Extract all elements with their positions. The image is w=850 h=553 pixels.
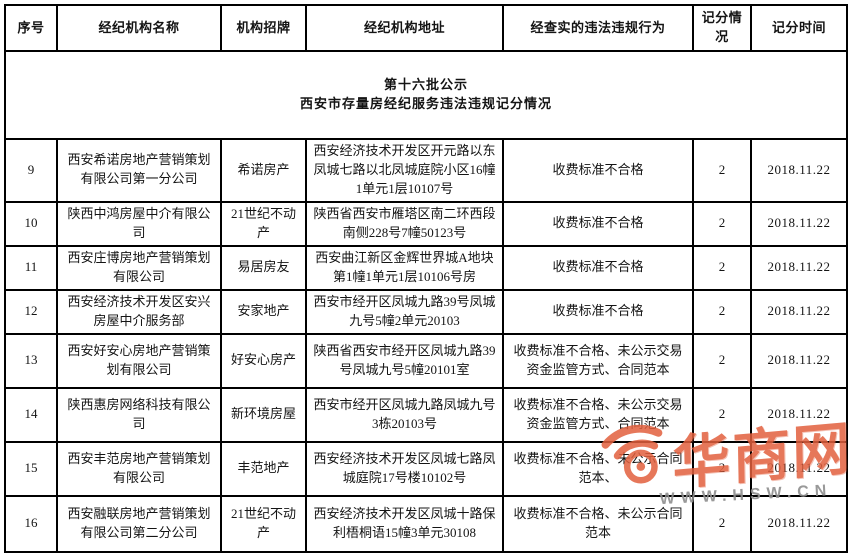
cell-agency-name: 西安丰范房地产营销策划有限公司 [56, 440, 222, 497]
table-row: 16 西安融联房地产营销策划有限公司第二分公司 21世纪不动产 西安经济技术开发… [4, 494, 848, 553]
cell-agency-name: 西安融联房地产营销策划有限公司第二分公司 [56, 494, 222, 553]
cell-violation: 收费标准不合格 [502, 288, 694, 335]
col-header-agency-name: 经纪机构名称 [56, 4, 222, 52]
col-header-address: 经纪机构地址 [305, 4, 504, 52]
cell-brand: 好安心房产 [220, 332, 307, 389]
cell-violation: 收费标准不合格、未公示合同范本 [502, 494, 694, 553]
cell-agency-name: 西安经济技术开发区安兴房屋中介服务部 [56, 288, 222, 335]
violations-table: 第十六批公示 西安市存量房经纪服务违法违规记分情况 序号 经纪机构名称 机构招牌… [4, 4, 848, 553]
cell-date: 2018.11.22 [750, 332, 848, 389]
cell-score: 2 [692, 244, 752, 291]
cell-address: 西安经济技术开发区凤城十路保利梧桐语15幢3单元30108 [305, 494, 504, 553]
cell-agency-name: 陕西中鸿房屋中介有限公司 [56, 200, 222, 247]
cell-address: 西安市经开区凤城九路39号凤城九号5幢2单元20103 [305, 288, 504, 335]
cell-no: 9 [4, 138, 58, 203]
cell-brand: 新环境房屋 [220, 386, 307, 443]
cell-agency-name: 西安庄博房地产营销策划有限公司 [56, 244, 222, 291]
title-line-1: 第十六批公示 [383, 77, 468, 93]
col-header-date: 记分时间 [750, 4, 848, 52]
cell-address: 西安曲江新区金辉世界城A地块第1幢1单元1层10106号房 [305, 244, 504, 291]
cell-address: 西安经济技术开发区开元路以东凤城七路以北凤城庭院小区16幢1单元1层10107号 [305, 138, 504, 203]
cell-brand: 安家地产 [220, 288, 307, 335]
cell-date: 2018.11.22 [750, 200, 848, 247]
title-line-2: 西安市存量房经纪服务违法违规记分情况 [299, 96, 552, 111]
cell-no: 10 [4, 200, 58, 247]
cell-date: 2018.11.22 [750, 440, 848, 497]
cell-address: 西安市经开区凤城九路凤城九号3栋20103号 [305, 386, 504, 443]
cell-violation: 收费标准不合格、未公示合同范本、 [502, 440, 694, 497]
cell-no: 16 [4, 494, 58, 553]
col-header-score: 记分情况 [692, 4, 752, 52]
cell-no: 14 [4, 386, 58, 443]
cell-no: 13 [4, 332, 58, 389]
title-row: 第十六批公示 西安市存量房经纪服务违法违规记分情况 [4, 50, 848, 140]
cell-brand: 丰范地产 [220, 440, 307, 497]
cell-violation: 收费标准不合格、未公示交易资金监管方式、合同范本 [502, 386, 694, 443]
cell-agency-name: 陕西惠房网络科技有限公司 [56, 386, 222, 443]
cell-address: 陕西省西安市经开区凤城九路39号凤城九号5幢20101室 [305, 332, 504, 389]
cell-date: 2018.11.22 [750, 138, 848, 203]
cell-date: 2018.11.22 [750, 288, 848, 335]
table-row: 14 陕西惠房网络科技有限公司 新环境房屋 西安市经开区凤城九路凤城九号3栋20… [4, 386, 848, 443]
col-header-brand: 机构招牌 [220, 4, 307, 52]
table-row: 10 陕西中鸿房屋中介有限公司 21世纪不动产 陕西省西安市雁塔区南二环西段南侧… [4, 200, 848, 247]
cell-agency-name: 西安希诺房地产营销策划有限公司第一分公司 [56, 138, 222, 203]
cell-date: 2018.11.22 [750, 494, 848, 553]
cell-no: 11 [4, 244, 58, 291]
cell-violation: 收费标准不合格 [502, 244, 694, 291]
cell-address: 西安经济技术开发区凤城七路凤城庭院17号楼10102号 [305, 440, 504, 497]
cell-date: 2018.11.22 [750, 244, 848, 291]
cell-date: 2018.11.22 [750, 386, 848, 443]
cell-score: 2 [692, 494, 752, 553]
cell-score: 2 [692, 386, 752, 443]
cell-no: 15 [4, 440, 58, 497]
cell-brand: 21世纪不动产 [220, 200, 307, 247]
cell-violation: 收费标准不合格、未公示交易资金监管方式、合同范本 [502, 332, 694, 389]
cell-score: 2 [692, 332, 752, 389]
cell-address: 陕西省西安市雁塔区南二环西段南侧228号7幢50123号 [305, 200, 504, 247]
cell-score: 2 [692, 440, 752, 497]
cell-brand: 希诺房产 [220, 138, 307, 203]
cell-no: 12 [4, 288, 58, 335]
table-row: 11 西安庄博房地产营销策划有限公司 易居房友 西安曲江新区金辉世界城A地块第1… [4, 244, 848, 291]
cell-brand: 易居房友 [220, 244, 307, 291]
cell-brand: 21世纪不动产 [220, 494, 307, 553]
col-header-violation: 经查实的违法违规行为 [502, 4, 694, 52]
table-row: 13 西安好安心房地产营销策划有限公司 好安心房产 陕西省西安市经开区凤城九路3… [4, 332, 848, 389]
table-row: 12 西安经济技术开发区安兴房屋中介服务部 安家地产 西安市经开区凤城九路39号… [4, 288, 848, 335]
table-row: 15 西安丰范房地产营销策划有限公司 丰范地产 西安经济技术开发区凤城七路凤城庭… [4, 440, 848, 497]
col-header-no: 序号 [4, 4, 58, 52]
cell-violation: 收费标准不合格 [502, 200, 694, 247]
document-title: 第十六批公示 西安市存量房经纪服务违法违规记分情况 [4, 50, 848, 140]
table-row: 9 西安希诺房地产营销策划有限公司第一分公司 希诺房产 西安经济技术开发区开元路… [4, 138, 848, 203]
header-row: 序号 经纪机构名称 机构招牌 经纪机构地址 经查实的违法违规行为 记分情况 记分… [4, 4, 848, 52]
cell-score: 2 [692, 200, 752, 247]
document-page: 第十六批公示 西安市存量房经纪服务违法违规记分情况 序号 经纪机构名称 机构招牌… [4, 4, 850, 553]
cell-score: 2 [692, 288, 752, 335]
cell-violation: 收费标准不合格 [502, 138, 694, 203]
cell-score: 2 [692, 138, 752, 203]
cell-agency-name: 西安好安心房地产营销策划有限公司 [56, 332, 222, 389]
